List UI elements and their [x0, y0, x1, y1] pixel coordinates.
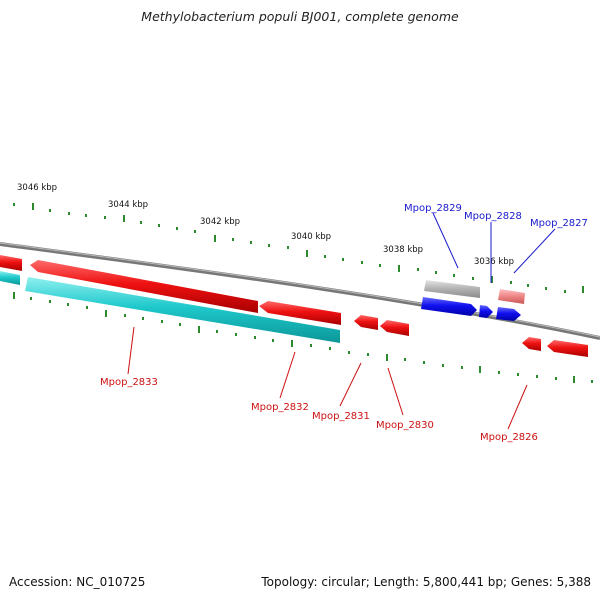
gene-label-mpop-2830[interactable]: Mpop_2830 — [376, 420, 434, 431]
gene-label-mpop-2832[interactable]: Mpop_2832 — [251, 402, 309, 413]
kbp-label: 3040 kbp — [291, 232, 331, 242]
gene-label-mpop-2826[interactable]: Mpop_2826 — [480, 432, 538, 443]
gene-label-mpop-2833[interactable]: Mpop_2833 — [100, 377, 158, 388]
kbp-label: 3044 kbp — [108, 200, 148, 210]
gene-feature-leftmost[interactable] — [0, 255, 22, 271]
gene-feature-mpop-2827-pseudo[interactable] — [498, 289, 525, 304]
kbp-label: 3038 kbp — [383, 245, 423, 255]
gene-label-mpop-2827[interactable]: Mpop_2827 — [530, 218, 588, 229]
lower-tick-row — [13, 292, 593, 383]
gene-feature-mpop-2826[interactable] — [522, 337, 541, 351]
genome-backbone — [0, 242, 600, 340]
map-title: Methylobacterium populi BJ001, complete … — [141, 9, 459, 24]
kbp-label: 3036 kbp — [474, 257, 514, 267]
genome-stats-text: Topology: circular; Length: 5,800,441 bp… — [261, 575, 591, 589]
gene-feature-mpop-2829[interactable] — [421, 297, 477, 316]
gene-feature-right-edge[interactable] — [547, 340, 588, 357]
reverse-strand-features — [0, 271, 340, 343]
label-leader-lines — [127, 212, 556, 430]
gene-feature-mpop-2827[interactable] — [496, 307, 521, 321]
kbp-label: 3046 kbp — [17, 183, 57, 193]
gene-label-mpop-2831[interactable]: Mpop_2831 — [312, 411, 370, 422]
forward-strand-features — [0, 255, 588, 357]
gene-labels: Mpop_2829 Mpop_2828 Mpop_2827 Mpop_2833 … — [100, 203, 588, 443]
gene-feature-mpop-2833[interactable] — [30, 260, 258, 313]
gene-feature-mpop-2829-pseudo[interactable] — [424, 280, 480, 298]
highlighted-features — [421, 280, 525, 321]
gene-label-mpop-2829[interactable]: Mpop_2829 — [404, 203, 462, 214]
accession-text: Accession: NC_010725 — [9, 575, 146, 589]
gene-feature-mpop-2832[interactable] — [259, 301, 341, 325]
upper-tick-row — [13, 203, 584, 293]
gene-feature-mpop-2830[interactable] — [380, 320, 409, 336]
kbp-label: 3042 kbp — [200, 217, 240, 227]
gene-feature-left-edge-reverse[interactable] — [0, 271, 20, 285]
gene-feature-reverse-long[interactable] — [25, 277, 340, 343]
gene-feature-mpop-2831[interactable] — [354, 315, 378, 330]
kbp-scale-labels: 3046 kbp 3044 kbp 3042 kbp 3040 kbp 3038… — [17, 183, 514, 267]
gene-feature-mpop-2828[interactable] — [479, 305, 493, 318]
gene-label-mpop-2828[interactable]: Mpop_2828 — [464, 211, 522, 222]
